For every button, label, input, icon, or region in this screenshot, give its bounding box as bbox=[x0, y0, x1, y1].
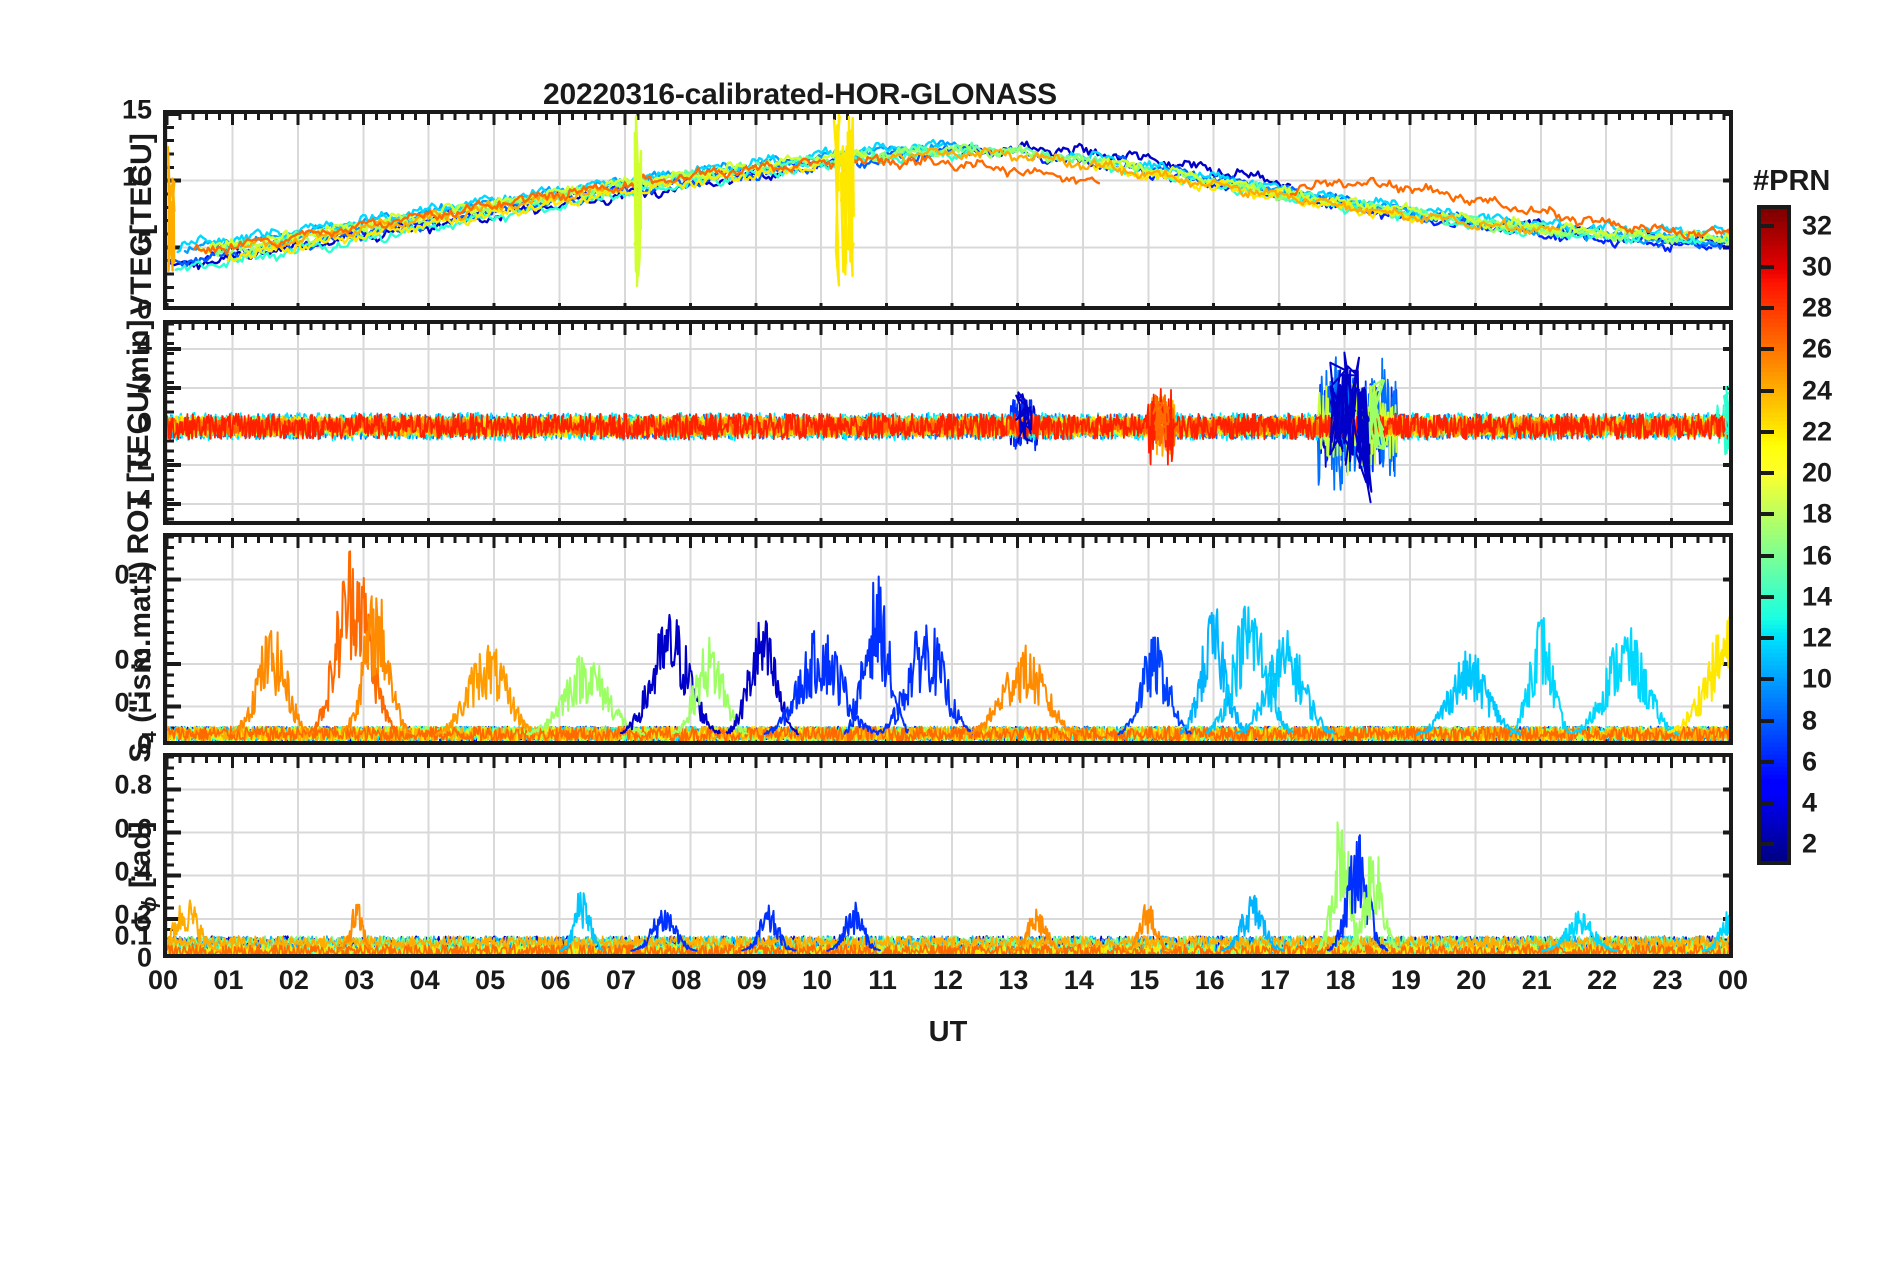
colorbar-tick-mark bbox=[1761, 512, 1774, 517]
x-tick-label: 00 bbox=[1717, 965, 1749, 995]
colorbar-tick-mark bbox=[1761, 223, 1774, 228]
colorbar-tick-label: 2 bbox=[1802, 828, 1818, 859]
y-tick-label-panel3: 0 bbox=[136, 729, 152, 760]
colorbar-tick-label: 22 bbox=[1802, 416, 1833, 447]
x-tick-label: 11 bbox=[868, 965, 897, 995]
x-tick-label: 02 bbox=[278, 965, 309, 995]
colorbar-tick-label: 18 bbox=[1802, 498, 1833, 529]
x-tick-label: 14 bbox=[1063, 965, 1094, 995]
colorbar-tick-label: 14 bbox=[1802, 581, 1833, 612]
y-tick-label-panel4: 0.6 bbox=[114, 813, 152, 844]
colorbar-tick-label: 6 bbox=[1802, 746, 1818, 777]
colorbar-tick-label: 16 bbox=[1802, 540, 1833, 571]
panel-vtec bbox=[163, 110, 1733, 310]
x-tick-label: 20 bbox=[1456, 965, 1487, 995]
colorbar-tick-mark bbox=[1761, 636, 1774, 641]
y-tick-label-panel2: 0 bbox=[136, 407, 152, 437]
y-tick-label-panel3: 0.4 bbox=[114, 559, 152, 590]
y-tick-label-panel4: 0.2 bbox=[114, 899, 152, 930]
colorbar-tick-label: 4 bbox=[1802, 787, 1818, 818]
colorbar-tick-mark bbox=[1761, 429, 1774, 434]
y-tick-label-panel3: 0.1 bbox=[114, 687, 152, 718]
y-tick-label-panel4: 0.1 bbox=[114, 920, 152, 951]
x-tick-label: 07 bbox=[605, 965, 636, 995]
y-tick-label-panel4: 0.4 bbox=[114, 856, 152, 887]
colorbar-tick-mark bbox=[1761, 759, 1774, 764]
x-tick-label: 22 bbox=[1587, 965, 1618, 995]
figure-title: 20220316-calibrated-HOR-GLONASS bbox=[543, 78, 1057, 111]
y-tick-label-panel1: 0 bbox=[136, 294, 152, 325]
x-tick-label: 17 bbox=[1260, 965, 1291, 995]
colorbar-tick-mark bbox=[1761, 306, 1774, 311]
colorbar-tick-mark bbox=[1761, 842, 1774, 847]
x-tick-label: 08 bbox=[671, 965, 702, 995]
y-tick-label-panel4: 0 bbox=[136, 942, 152, 973]
y-tick-label-panel2: -2 bbox=[127, 445, 152, 476]
panel-rot bbox=[163, 320, 1733, 525]
x-tick-label: 03 bbox=[344, 965, 375, 995]
colorbar-tick-mark bbox=[1761, 347, 1774, 352]
colorbar-tick-label: 20 bbox=[1802, 457, 1833, 488]
y-tick-label-panel2: 4 bbox=[136, 329, 152, 360]
y-tick-label-panel4: 0.8 bbox=[114, 769, 152, 800]
x-tick-label: 21 bbox=[1521, 965, 1552, 995]
colorbar-title: #PRN bbox=[1753, 165, 1831, 197]
x-tick-label: 16 bbox=[1194, 965, 1225, 995]
x-tick-label: 06 bbox=[540, 965, 571, 995]
colorbar-tick-label: 8 bbox=[1802, 705, 1818, 736]
colorbar-tick-label: 28 bbox=[1802, 292, 1833, 323]
x-tick-label: 12 bbox=[932, 965, 964, 995]
y-tick-label-panel2: -4 bbox=[127, 484, 152, 515]
y-tick-label-panel1: 5 bbox=[136, 227, 152, 258]
colorbar-tick-mark bbox=[1761, 388, 1774, 393]
y-tick-label-panel2: 2 bbox=[136, 368, 152, 399]
x-tick-label: 18 bbox=[1325, 965, 1356, 995]
x-axis-label: UT bbox=[928, 1016, 968, 1048]
panel-sigma-phi bbox=[163, 753, 1733, 958]
colorbar-tick-mark bbox=[1761, 594, 1774, 599]
x-tick-label: 23 bbox=[1652, 965, 1683, 995]
colorbar-tick-mark bbox=[1761, 718, 1774, 723]
colorbar bbox=[1757, 205, 1791, 865]
colorbar-tick-label: 10 bbox=[1802, 663, 1833, 694]
x-tick-label: 00 bbox=[147, 965, 179, 995]
y-tick-label-panel3: 0.2 bbox=[114, 644, 152, 675]
colorbar-tick-mark bbox=[1761, 677, 1774, 682]
x-tick-label: 15 bbox=[1129, 965, 1160, 995]
x-tick-label: 05 bbox=[475, 965, 506, 995]
x-tick-label: 13 bbox=[998, 965, 1029, 995]
colorbar-tick-label: 32 bbox=[1802, 210, 1833, 241]
colorbar-tick-label: 24 bbox=[1802, 375, 1833, 406]
x-tick-label: 19 bbox=[1390, 965, 1421, 995]
y-tick-label-panel1: 10 bbox=[121, 161, 152, 192]
x-tick-label: 09 bbox=[736, 965, 767, 995]
colorbar-tick-label: 12 bbox=[1802, 622, 1833, 653]
colorbar-tick-mark bbox=[1761, 471, 1774, 476]
colorbar-tick-mark bbox=[1761, 553, 1774, 558]
x-tick-label: 04 bbox=[409, 965, 440, 995]
colorbar-tick-mark bbox=[1761, 801, 1774, 806]
y-tick-label-panel1: 15 bbox=[121, 94, 152, 125]
colorbar-tick-mark bbox=[1761, 264, 1774, 269]
colorbar-tick-label: 30 bbox=[1802, 251, 1833, 282]
x-tick-label: 01 bbox=[213, 965, 244, 995]
x-tick-label: 10 bbox=[802, 965, 833, 995]
colorbar-tick-label: 26 bbox=[1802, 333, 1833, 364]
panel-s4 bbox=[163, 533, 1733, 745]
